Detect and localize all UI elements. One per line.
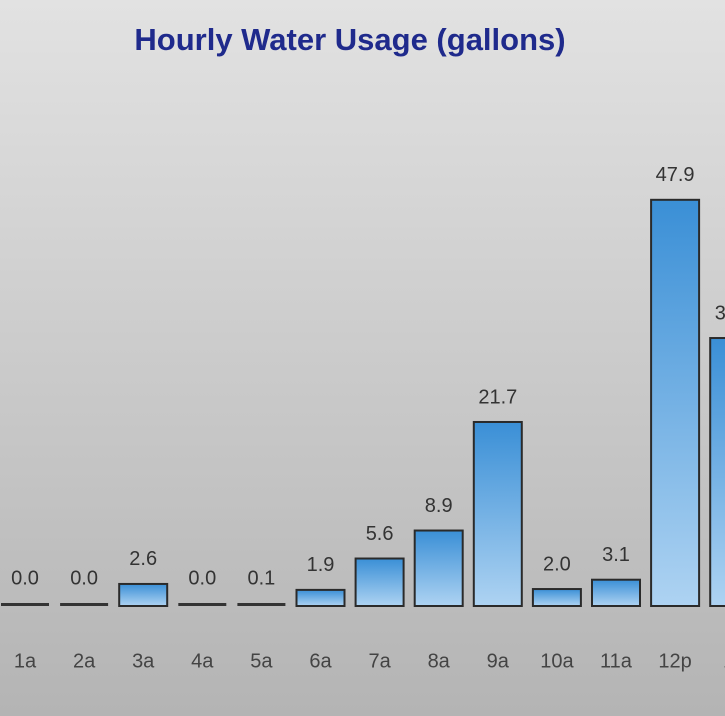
- value-label: 5.6: [366, 523, 394, 545]
- x-tick-label: 1a: [14, 650, 37, 672]
- chart-title: Hourly Water Usage (gallons): [134, 22, 565, 57]
- bar: [413, 529, 464, 608]
- bar: [591, 578, 641, 607]
- value-label: 0.0: [188, 567, 216, 589]
- value-label: 3.1: [602, 544, 630, 566]
- bar: [295, 588, 346, 607]
- bar: [650, 198, 701, 607]
- x-tick-label: 2a: [73, 650, 96, 672]
- x-tick-label: 5a: [250, 650, 273, 672]
- bar: [354, 557, 405, 608]
- bar: [237, 603, 286, 606]
- bar: [178, 603, 227, 606]
- x-tick-label: 3a: [132, 650, 155, 672]
- x-tick-label: 9a: [487, 650, 510, 672]
- value-label: 1.9: [307, 554, 335, 576]
- x-tick-label: 7a: [368, 650, 391, 672]
- value-label: 0.1: [247, 567, 275, 589]
- bar: [1, 603, 49, 606]
- x-tick-label: 11a: [600, 650, 633, 672]
- value-label: 8.9: [425, 495, 453, 517]
- x-tick-label: 4a: [191, 650, 214, 672]
- bar: [60, 603, 109, 606]
- bar: [709, 337, 725, 607]
- value-label: 31.6: [715, 302, 725, 324]
- value-label: 21.7: [478, 386, 517, 408]
- x-tick-label: 10a: [540, 650, 574, 672]
- bar: [531, 588, 582, 607]
- x-tick-label: 12p: [658, 650, 691, 672]
- value-label: 2.0: [543, 553, 571, 575]
- value-label: 0.0: [11, 567, 39, 589]
- bar: [472, 420, 523, 608]
- x-tick-label: 1p: [723, 650, 725, 672]
- value-label: 2.6: [129, 548, 157, 570]
- x-tick-label: 6a: [309, 650, 332, 672]
- bar: [118, 582, 169, 608]
- value-label: 0.0: [70, 567, 98, 589]
- x-tick-label: 8a: [428, 650, 451, 672]
- value-label: 47.9: [656, 164, 695, 186]
